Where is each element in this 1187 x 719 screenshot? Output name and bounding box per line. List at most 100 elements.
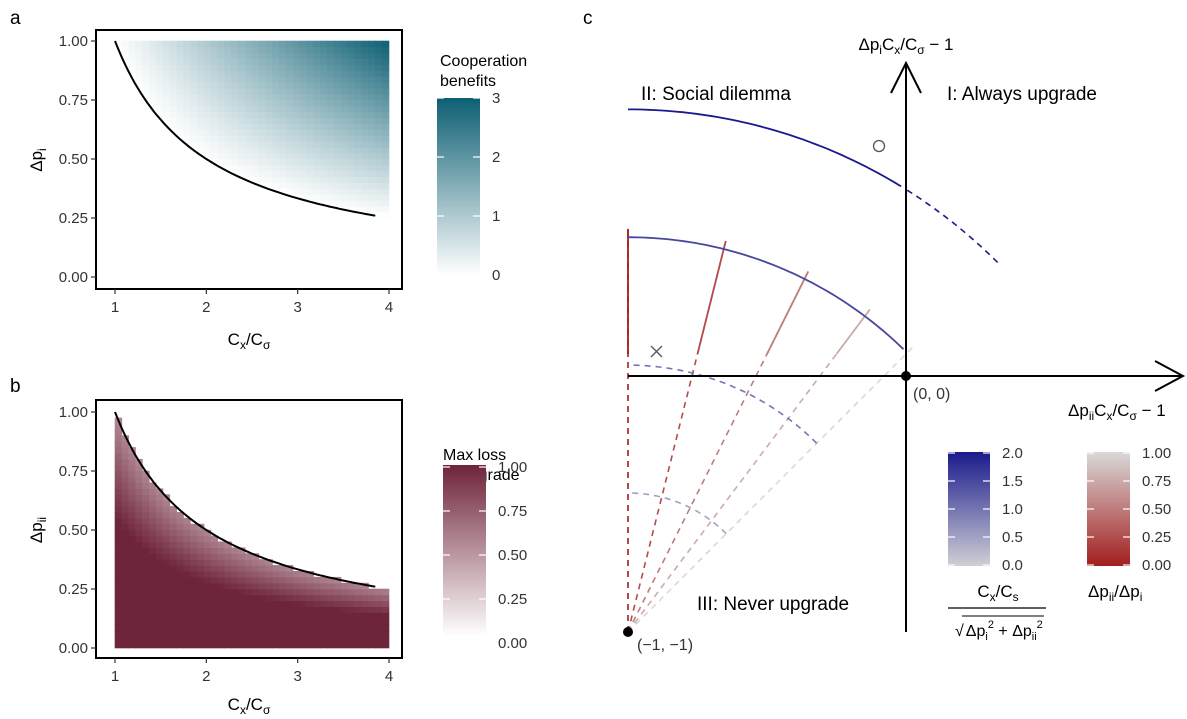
heatmap-cell [279, 52, 287, 59]
heatmap-cell [148, 523, 157, 531]
heatmap-cell [169, 594, 177, 602]
heatmap-cell [176, 641, 184, 649]
heatmap-cell [238, 170, 246, 177]
heatmap-cell [292, 164, 301, 172]
heatmap-cell [238, 93, 246, 101]
heatmap-cell [285, 117, 294, 124]
heatmap-cell [361, 146, 369, 154]
heatmap-cell [196, 547, 205, 554]
heatmap-cell [306, 58, 314, 65]
heatmap-cell [340, 117, 349, 124]
heatmap-cell [354, 588, 362, 596]
heatmap-cell [231, 547, 239, 554]
heatmap-cell [251, 612, 260, 619]
heatmap-cell [251, 635, 260, 643]
heatmap-cell [121, 441, 129, 448]
heatmap-cell [203, 40, 212, 48]
heatmap-cell [340, 182, 349, 189]
heatmap-cell [320, 93, 328, 101]
heatmap-cell [238, 40, 246, 48]
heatmap-cell [121, 553, 129, 560]
heatmap-cell [375, 105, 383, 113]
heatmap-cell [238, 618, 246, 625]
heatmap-cell [333, 600, 342, 607]
heatmap-cell [251, 606, 260, 613]
heatmap-cell [176, 559, 184, 566]
heatmap-cell [258, 135, 266, 142]
heatmap-cell [292, 146, 301, 154]
heatmap-cell [258, 176, 266, 183]
heatmap-cell [292, 606, 301, 613]
heatmap-cell [272, 70, 280, 77]
heatmap-cell [128, 606, 136, 613]
heatmap-cell [114, 482, 123, 489]
heatmap-cell [210, 58, 219, 65]
heatmap-cell [217, 606, 225, 613]
heatmap-cell [148, 547, 157, 554]
heatmap-cell [224, 582, 232, 590]
heatmap-cell [265, 64, 273, 71]
heatmap-cell [306, 111, 314, 118]
heatmap-cell [354, 582, 362, 590]
heatmap-cell [169, 630, 177, 637]
heatmap-cell [375, 630, 383, 637]
heatmap-cell [238, 82, 246, 89]
heatmap-cell [148, 93, 157, 101]
heatmap-cell [279, 135, 287, 142]
heatmap-cell [368, 588, 376, 596]
heatmap-cell [135, 571, 143, 578]
x-tick-label: 4 [385, 668, 393, 685]
legend-tick-label: 0 [492, 267, 500, 284]
heatmap-cell [217, 559, 225, 566]
heatmap-cell [340, 588, 349, 596]
heatmap-cell [190, 630, 198, 637]
heatmap-cell [128, 464, 136, 472]
heatmap-cell [279, 70, 287, 77]
heatmap-cell [176, 523, 184, 531]
heatmap-cell [313, 52, 321, 59]
heatmap-cell [354, 76, 362, 83]
heatmap-cell [142, 618, 150, 625]
heatmap-cell [128, 559, 136, 566]
heatmap-cell [190, 535, 198, 543]
heatmap-cell [381, 46, 390, 54]
heatmap-cell [292, 188, 301, 195]
heatmap-cell [224, 46, 232, 54]
heatmap-cell [238, 58, 246, 65]
heatmap-cell [306, 600, 314, 607]
heatmap-cell [381, 40, 390, 48]
ratio-line-dashed [627, 309, 871, 633]
heatmap-cell [128, 64, 136, 71]
heatmap-cell [231, 40, 239, 48]
legend-tick-label: 1 [492, 208, 500, 225]
heatmap-cell [327, 618, 335, 625]
heatmap-cell [162, 600, 171, 607]
heatmap-cell [333, 624, 342, 631]
heatmap-cell [176, 111, 184, 118]
heatmap-cell [244, 170, 253, 177]
x-tick-label: 3 [293, 668, 301, 685]
heatmap-cell [299, 123, 308, 130]
heatmap-cell [299, 588, 308, 596]
axes-ticks-a: 1 2 3 40.000.250.500.751.00 [59, 33, 393, 316]
heatmap-cell [279, 576, 287, 584]
heatmap-cell [210, 594, 219, 602]
heatmap-cell [299, 105, 308, 113]
heatmap-cell [238, 553, 246, 560]
heatmap-cell [368, 105, 376, 113]
heatmap-cell [320, 111, 328, 118]
y-tick-label: 1.00 [59, 404, 88, 421]
heatmap-cell [231, 571, 239, 578]
heatmap-cell [265, 70, 273, 77]
heatmap-cell [114, 588, 123, 596]
heatmap-cell [190, 123, 198, 130]
heatmap-cell [320, 582, 328, 590]
heatmap-cell [354, 594, 362, 602]
heatmap-cell [251, 64, 260, 71]
heatmap-cell [258, 152, 266, 160]
heatmap-cell [190, 76, 198, 83]
heatmap-cell [333, 93, 342, 101]
heatmap-cell [142, 630, 150, 637]
heatmap-cell [375, 600, 383, 607]
